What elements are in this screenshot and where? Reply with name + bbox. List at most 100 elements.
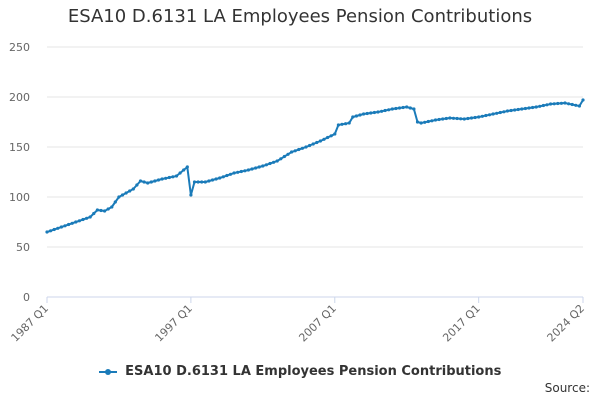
data-point[interactable] <box>131 187 135 191</box>
data-point[interactable] <box>282 154 286 159</box>
data-point[interactable] <box>174 174 179 178</box>
data-point[interactable] <box>354 114 358 118</box>
data-point[interactable] <box>480 114 484 118</box>
data-point[interactable] <box>214 177 218 181</box>
data-point[interactable] <box>523 106 528 111</box>
data-point[interactable] <box>433 118 438 122</box>
data-point[interactable] <box>52 227 56 232</box>
data-point[interactable] <box>369 111 373 115</box>
data-point[interactable] <box>408 106 412 110</box>
data-point[interactable] <box>459 117 463 121</box>
data-point[interactable] <box>153 179 157 183</box>
data-point[interactable] <box>264 163 268 167</box>
data-point[interactable] <box>541 103 546 108</box>
data-point[interactable] <box>412 107 416 111</box>
data-point[interactable] <box>149 180 153 184</box>
data-point[interactable] <box>120 193 125 197</box>
data-point[interactable] <box>531 105 535 110</box>
data-point[interactable] <box>207 179 211 183</box>
data-point[interactable] <box>268 161 272 166</box>
data-point[interactable] <box>329 134 333 138</box>
data-point[interactable] <box>164 176 168 180</box>
data-point[interactable] <box>473 115 477 120</box>
data-point[interactable] <box>545 103 549 107</box>
data-point[interactable] <box>387 108 391 112</box>
data-point[interactable] <box>311 142 315 146</box>
data-point[interactable] <box>513 108 517 112</box>
data-point[interactable] <box>88 215 92 219</box>
data-point[interactable] <box>236 170 240 174</box>
data-point[interactable] <box>466 116 470 121</box>
data-point[interactable] <box>333 132 337 136</box>
data-point[interactable] <box>275 159 279 163</box>
data-point[interactable] <box>146 181 150 185</box>
data-point[interactable] <box>344 122 348 126</box>
data-point[interactable] <box>297 147 301 152</box>
data-point[interactable] <box>200 180 204 184</box>
data-point[interactable] <box>210 178 215 182</box>
data-point[interactable] <box>362 112 366 116</box>
data-point[interactable] <box>358 113 362 117</box>
data-point[interactable] <box>491 112 495 116</box>
data-point[interactable] <box>70 221 74 225</box>
data-point[interactable] <box>196 180 200 184</box>
data-point[interactable] <box>156 178 161 182</box>
data-point[interactable] <box>279 157 283 161</box>
data-point[interactable] <box>415 120 420 124</box>
data-point[interactable] <box>351 115 355 119</box>
data-point[interactable] <box>49 229 53 233</box>
data-point[interactable] <box>185 165 189 169</box>
data-point[interactable] <box>376 110 380 114</box>
data-point[interactable] <box>74 220 78 224</box>
data-point[interactable] <box>243 169 247 173</box>
data-point[interactable] <box>340 122 344 126</box>
data-point[interactable] <box>549 102 553 106</box>
data-point[interactable] <box>502 110 506 114</box>
data-point[interactable] <box>128 189 132 193</box>
data-point[interactable] <box>138 179 143 183</box>
data-point[interactable] <box>498 110 502 115</box>
data-point[interactable] <box>293 149 297 153</box>
data-point[interactable] <box>444 116 448 121</box>
data-point[interactable] <box>372 110 376 115</box>
data-point[interactable] <box>45 230 49 234</box>
data-point[interactable] <box>534 105 538 109</box>
data-point[interactable] <box>192 180 197 184</box>
data-point[interactable] <box>167 175 171 180</box>
data-point[interactable] <box>455 116 459 121</box>
data-point[interactable] <box>290 150 294 154</box>
data-point[interactable] <box>423 120 427 124</box>
data-point[interactable] <box>56 226 60 230</box>
data-point[interactable] <box>103 209 107 213</box>
data-point[interactable] <box>581 98 585 102</box>
data-point[interactable] <box>347 121 351 125</box>
data-point[interactable] <box>59 225 64 229</box>
data-point[interactable] <box>451 116 456 120</box>
data-point[interactable] <box>106 207 110 211</box>
data-point[interactable] <box>419 121 423 125</box>
data-point[interactable] <box>394 106 398 111</box>
data-point[interactable] <box>516 107 520 112</box>
data-point[interactable] <box>221 175 225 179</box>
data-point[interactable] <box>178 171 182 175</box>
data-point[interactable] <box>63 224 67 228</box>
data-point[interactable] <box>99 208 103 213</box>
data-point[interactable] <box>315 140 319 145</box>
data-point[interactable] <box>441 117 445 121</box>
data-point[interactable] <box>477 115 481 119</box>
data-point[interactable] <box>520 107 524 111</box>
data-point[interactable] <box>254 166 258 170</box>
data-point[interactable] <box>203 180 207 184</box>
data-point[interactable] <box>189 193 193 197</box>
data-point[interactable] <box>225 173 229 178</box>
data-point[interactable] <box>286 152 290 156</box>
data-point[interactable] <box>77 219 81 223</box>
data-point[interactable] <box>556 101 560 106</box>
data-point[interactable] <box>574 103 578 107</box>
data-point[interactable] <box>563 101 567 105</box>
data-point[interactable] <box>117 195 121 199</box>
data-point[interactable] <box>135 183 139 187</box>
data-point[interactable] <box>250 167 254 171</box>
data-point[interactable] <box>538 104 542 108</box>
data-point[interactable] <box>401 105 405 110</box>
